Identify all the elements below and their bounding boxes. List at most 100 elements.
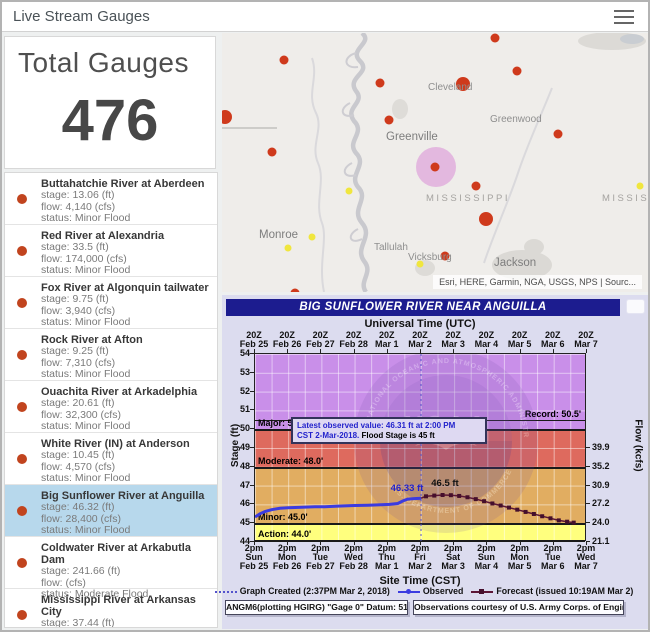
flood-level-label-action: Action: 44.0' bbox=[258, 529, 312, 539]
gauge-list-item[interactable]: Red River at Alexandria stage: 33.5 (ft) f… bbox=[5, 225, 217, 277]
stage-tick-label: 52 bbox=[239, 385, 250, 396]
gauge-map-marker[interactable] bbox=[553, 129, 563, 139]
axis-tick-mark bbox=[586, 522, 590, 524]
gauge-map-marker[interactable] bbox=[345, 187, 353, 195]
utc-axis-tick-label: 20Z Feb 26 bbox=[265, 331, 309, 349]
gauge-name: White River (IN) at Anderson bbox=[41, 438, 190, 450]
utc-tick-hour: 20Z bbox=[312, 330, 329, 340]
gauge-list-item[interactable]: Coldwater River at Arkabutla Dam stage: 2… bbox=[5, 537, 217, 600]
gauge-map-marker[interactable] bbox=[479, 212, 493, 226]
flow-axis-title: Flow (kcfs) bbox=[632, 419, 644, 472]
utc-tick-date: Feb 26 bbox=[272, 339, 302, 349]
axis-tick-mark bbox=[250, 522, 254, 524]
forecast-point-marker bbox=[465, 495, 470, 500]
gauge-list-item[interactable]: Rock River at Afton stage: 9.25 (ft) flow:… bbox=[5, 329, 217, 381]
gauge-map-marker[interactable] bbox=[416, 260, 424, 268]
site-axis-tick-label: 2pm Sun Feb 25 bbox=[232, 544, 276, 571]
gauge-name: Red River at Alexandria bbox=[41, 230, 165, 242]
utc-tick-hour: 20Z bbox=[246, 330, 262, 340]
forecast-point-marker bbox=[540, 514, 545, 519]
axis-tick-mark bbox=[586, 447, 590, 448]
chart-scrollbar-thumb[interactable] bbox=[626, 299, 645, 314]
chart-title: BIG SUNFLOWER RIVER NEAR ANGUILLA bbox=[226, 299, 620, 316]
utc-axis-tick-label: 20Z Mar 1 bbox=[365, 331, 409, 349]
forecast-point-marker bbox=[531, 511, 536, 516]
gauge-map-marker[interactable] bbox=[430, 162, 440, 172]
gauge-stage: stage: 13.06 (ft) bbox=[41, 189, 115, 201]
observed-stage-line bbox=[255, 496, 422, 519]
gauge-name: Coldwater River at Arkabutla Dam bbox=[41, 542, 191, 566]
gauge-stage: stage: 241.66 (ft) bbox=[41, 565, 121, 577]
axis-tick-mark bbox=[552, 349, 554, 353]
legend-label: Forecast (issued 10:19AM Mar 2) bbox=[496, 586, 634, 596]
gauge-flow: flow: 28,400 (cfs) bbox=[41, 512, 121, 525]
utc-axis-tick-label: 20Z Mar 6 bbox=[531, 331, 575, 349]
gauge-list-item[interactable]: Mississippi River at Arkansas City stage:… bbox=[5, 589, 217, 627]
axis-tick-mark bbox=[320, 349, 322, 353]
gauge-map-marker[interactable] bbox=[222, 110, 232, 124]
stage-tick-label: 47 bbox=[239, 479, 250, 490]
gauge-status-dot bbox=[17, 506, 27, 516]
gauge-map-marker[interactable] bbox=[308, 233, 316, 241]
axis-tick-mark bbox=[320, 541, 322, 545]
utc-axis-tick-label: 20Z Feb 28 bbox=[332, 331, 376, 349]
site-axis-tick-label: 2pm Mon Feb 26 bbox=[265, 544, 309, 571]
gauge-map-marker[interactable] bbox=[440, 251, 450, 261]
gauge-map-marker[interactable] bbox=[267, 147, 277, 157]
gauge-map-marker[interactable] bbox=[384, 115, 394, 125]
legend-item-observed: Observed bbox=[397, 586, 463, 596]
hydrograph-series: NATIONAL OCEANIC AND ATMOSPHERIC ADMINIS… bbox=[255, 354, 576, 542]
gauge-list-item[interactable]: White River (IN) at Anderson stage: 10.45… bbox=[5, 433, 217, 485]
gauge-list-item[interactable]: Ouachita River at Arkadelphia stage: 20.6… bbox=[5, 381, 217, 433]
forecast-point-marker bbox=[515, 507, 520, 512]
map-panel[interactable]: Cleveland Greenwood Greenville MISSISSIPPI M… bbox=[222, 33, 648, 292]
site-tick-hour: 2pm bbox=[244, 543, 264, 553]
axis-tick-mark bbox=[353, 541, 355, 545]
site-tick-date: Feb 25 bbox=[239, 561, 269, 571]
site-tick-hour: 2pm bbox=[576, 543, 596, 553]
site-axis-tick-label: 2pm Fri Mar 2 bbox=[398, 544, 442, 571]
gauge-list-item[interactable]: Fox River at Algonquin tailwater stage: 9… bbox=[5, 277, 217, 329]
site-axis-tick-label: 2pm Sat Mar 3 bbox=[431, 544, 475, 571]
site-tick-date: Feb 27 bbox=[306, 561, 335, 571]
forecast-peak-label: 46.5 ft bbox=[431, 478, 459, 489]
site-tick-day: Tue bbox=[312, 552, 329, 562]
gauge-map-marker[interactable] bbox=[456, 77, 470, 91]
gauge-flow: flow: (cfs) bbox=[41, 576, 86, 589]
flood-level-label-minor: Minor: 45.0' bbox=[258, 512, 308, 523]
axis-tick-mark bbox=[254, 349, 255, 353]
annotation-line2-date: CST 2-Mar-2018. bbox=[297, 430, 360, 440]
axis-tick-mark bbox=[250, 465, 254, 467]
stage-tick-label: 48 bbox=[239, 460, 250, 471]
gauge-map-marker[interactable] bbox=[375, 78, 385, 88]
gauge-map-marker[interactable] bbox=[290, 288, 300, 292]
legend-observed-icon bbox=[397, 588, 420, 595]
gauge-map-marker[interactable] bbox=[279, 55, 289, 65]
site-tick-day: Thu bbox=[378, 552, 396, 562]
gauge-map-marker[interactable] bbox=[490, 33, 500, 43]
gauge-map-marker[interactable] bbox=[636, 182, 644, 190]
legend-forecast-icon bbox=[471, 588, 494, 595]
site-axis-tick-label: 2pm Sun Mar 4 bbox=[464, 544, 508, 571]
axis-tick-mark bbox=[420, 349, 421, 353]
gauge-list[interactable]: Buttahatchie River at Aberdeen stage: 13.… bbox=[4, 172, 218, 628]
gauge-map-marker[interactable] bbox=[471, 181, 481, 191]
axis-tick-mark bbox=[586, 349, 587, 353]
axis-tick-mark bbox=[420, 541, 421, 545]
hamburger-menu-icon[interactable] bbox=[614, 9, 634, 24]
site-tick-day: Fri bbox=[414, 552, 426, 562]
gauge-list-item[interactable]: Big Sunflower River at Anguilla stage: 46… bbox=[5, 485, 217, 537]
utc-axis-tick-label: 20Z Feb 27 bbox=[298, 331, 342, 349]
utc-axis-tick-label: 20Z Mar 4 bbox=[464, 331, 508, 349]
gauge-name: Fox River at Algonquin tailwater bbox=[41, 282, 209, 294]
axis-tick-mark bbox=[486, 349, 488, 353]
gauge-map-marker[interactable] bbox=[512, 66, 522, 76]
gauge-status-dot bbox=[17, 298, 27, 308]
flow-tick-label: 27.2 bbox=[592, 498, 610, 509]
forecast-point-marker bbox=[490, 501, 495, 506]
gauge-list-item[interactable]: Buttahatchie River at Aberdeen stage: 13.… bbox=[5, 173, 217, 225]
gauge-flood-status: status: Minor Flood bbox=[41, 472, 131, 484]
gauge-map-marker[interactable] bbox=[284, 244, 292, 252]
utc-tick-hour: 20Z bbox=[445, 330, 461, 340]
axis-tick-mark bbox=[486, 541, 488, 545]
